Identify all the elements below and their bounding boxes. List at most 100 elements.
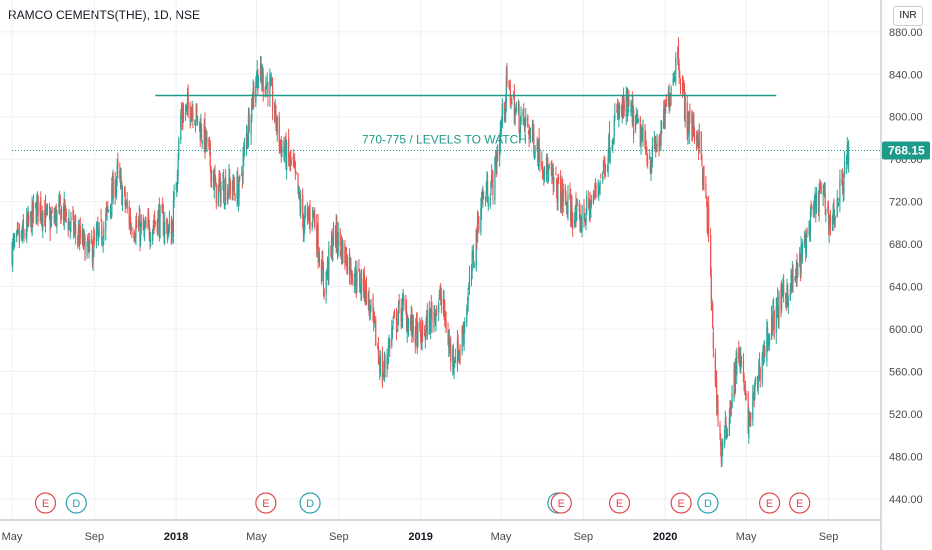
candle-body [191,109,193,112]
candle-body [758,362,761,374]
candle-body [555,178,558,188]
dividend-marker [697,492,719,514]
candle-body [551,168,553,177]
candle-body [429,311,431,330]
candle-body [670,87,672,96]
current-price-badge: 768.15 [882,141,930,160]
candle-body [777,296,779,318]
candle-body [140,223,142,242]
candle-body [187,93,189,109]
time-tick-label: Sep [819,531,839,543]
candle-body [457,339,459,362]
candle-body [523,120,526,127]
candle-body [318,255,321,263]
candle-body [64,206,67,213]
candle-body [698,131,700,146]
candle-body [46,207,48,211]
candle-body [153,223,155,225]
candle-body [637,119,639,123]
candle-body [242,156,244,176]
candle-body [251,98,253,119]
candle-body [714,353,716,383]
candle-body [336,221,338,244]
candle-body [87,241,89,247]
candle-body [401,298,404,322]
candle-body [393,315,395,317]
candle-body [135,219,138,228]
candle-body [414,333,416,344]
candle-body [91,236,93,244]
candle-body [182,112,185,122]
candle-body [229,182,231,194]
candle-body [501,124,503,128]
candle-body [454,359,456,361]
candle-body [172,200,175,237]
candle-body [18,233,20,243]
candle-body [646,155,648,164]
candle-body [400,308,402,322]
candle-body [298,192,300,198]
candle-body [803,241,806,247]
candle-body [123,188,126,191]
candle-body [537,140,540,164]
candle-body [217,184,219,207]
candle-body [717,402,719,421]
candle-body [379,363,381,374]
candle-body [789,289,791,301]
candle-body [89,239,91,244]
candle-body [276,117,278,134]
candle-body [837,201,839,203]
candle-body [36,195,39,204]
candle-body [739,356,741,370]
candle-body [553,178,555,183]
candle-body [449,346,451,349]
candle-body [625,94,627,117]
candle-body [543,172,546,175]
candle-body [214,173,216,183]
candle-body [547,166,549,183]
candle-body [17,225,19,230]
candle-body [133,232,135,238]
candle-body [801,244,803,253]
candle-body [280,140,282,145]
candle-body [486,179,488,197]
candle-body [725,421,727,430]
candle-body [438,303,440,313]
candle-body [722,440,724,451]
candle-body [355,269,357,287]
candle-body [827,210,830,228]
candle-body [576,204,578,207]
candle-body [364,294,366,300]
candle-body [255,78,258,81]
candle-body [533,154,536,158]
candle-body [126,201,128,208]
candle-body [823,190,826,193]
candle-body [592,194,595,204]
candle-body [128,206,130,224]
candle-body [729,400,731,423]
candle-body [499,129,501,145]
candle-body [700,132,702,155]
candle-body [332,245,334,254]
candle-body [397,304,400,318]
currency-button[interactable]: INR [893,6,923,26]
candle-body [91,241,93,262]
candle-body [205,130,207,145]
candle-body [58,199,61,209]
candle-body [574,206,576,222]
candle-body [73,215,75,234]
candle-body [621,102,623,115]
candle-body [466,306,469,311]
candle-body [74,224,76,226]
candle-body [316,222,318,251]
candle-body [383,357,386,374]
candle-body [50,215,53,221]
candle-body [733,368,735,399]
candle-body [438,294,440,300]
candle-body [121,182,123,206]
candle-body [791,270,793,289]
candle-body [519,119,522,134]
candle-body [691,126,694,135]
candle-body [184,112,187,114]
